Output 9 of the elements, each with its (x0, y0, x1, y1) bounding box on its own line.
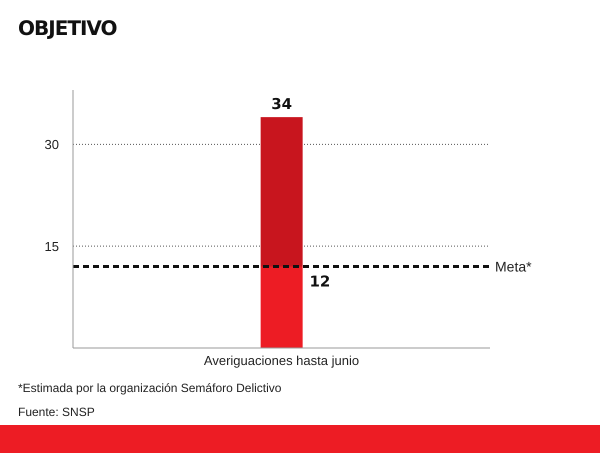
text: *Estimada por la organización Semáforo Delictivo (18, 381, 282, 395)
y-tick-label: 15 (44, 238, 59, 254)
y-tick-label: 30 (44, 136, 59, 152)
total-label: 34 (271, 95, 292, 114)
chart-title: OBJETIVO (18, 16, 117, 40)
source-note: Fuente: SNSP (18, 405, 95, 419)
x-tick-label: Averiguaciones hasta junio (204, 353, 360, 368)
ref-line-label: Meta* (495, 258, 532, 274)
annotation: 12 (310, 272, 330, 291)
